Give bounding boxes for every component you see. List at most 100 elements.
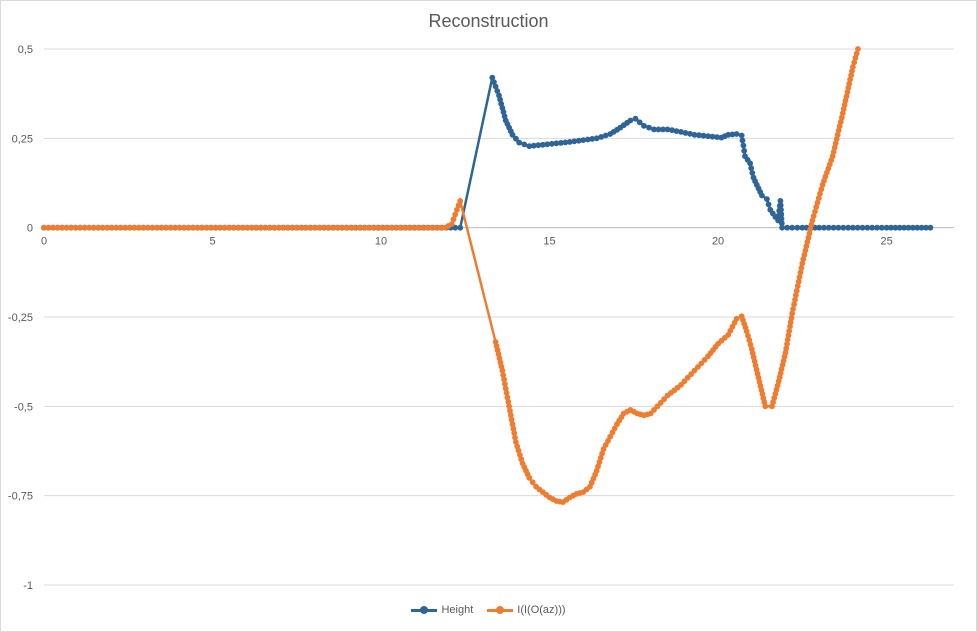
data-point: [454, 206, 460, 213]
data-point: [535, 142, 542, 149]
data-point: [810, 213, 817, 220]
data-point: [651, 407, 657, 413]
data-point: [813, 204, 820, 211]
data-point: [122, 224, 128, 231]
data-point: [492, 83, 499, 90]
x-tick-label: 0: [41, 236, 47, 248]
data-point: [239, 224, 246, 231]
y-tick-label: 0,5: [18, 44, 33, 56]
x-tick-labels: 0 5 10 15 20 25: [41, 236, 893, 248]
data-point: [864, 224, 871, 231]
data-point: [539, 141, 546, 148]
data-point: [216, 224, 223, 231]
y-tick-label: -1: [23, 580, 33, 592]
y-tick-label: -0,75: [8, 491, 33, 503]
data-point: [511, 430, 518, 436]
data-point: [392, 224, 399, 231]
data-point: [526, 143, 533, 150]
data-point: [383, 224, 390, 231]
data-point: [852, 55, 859, 61]
data-point: [840, 224, 847, 231]
data-point: [104, 224, 110, 231]
data-point: [705, 133, 711, 140]
data-point: [678, 382, 684, 388]
data-point: [370, 224, 376, 231]
data-point: [59, 224, 65, 231]
data-point: [149, 224, 156, 231]
data-point: [81, 224, 88, 231]
data-point: [796, 274, 803, 280]
data-point: [632, 115, 639, 122]
data-point: [818, 186, 825, 193]
data-point: [664, 126, 671, 133]
data-point: [749, 170, 756, 176]
data-point: [176, 224, 183, 231]
x-tick-label: 15: [543, 236, 555, 248]
data-point: [266, 224, 273, 231]
data-point: [896, 224, 903, 231]
data-point: [457, 198, 464, 204]
data-point: [189, 224, 196, 231]
data-point: [140, 224, 147, 231]
marker-dot-icon: [420, 606, 429, 614]
data-point: [329, 224, 336, 231]
data-point: [846, 80, 853, 87]
data-point: [851, 59, 858, 66]
data-point: [544, 141, 551, 148]
data-point: [821, 224, 827, 231]
data-point: [302, 224, 309, 231]
data-point: [741, 147, 748, 154]
legend-item-iioaz: I(I(O(az))): [487, 604, 566, 616]
data-point: [491, 79, 497, 85]
data-point: [782, 349, 789, 356]
series-line: [44, 76, 931, 229]
data-point: [892, 224, 899, 231]
data-point: [714, 134, 720, 141]
data-point: [759, 192, 765, 199]
data-point: [99, 224, 106, 231]
data-point: [815, 195, 822, 202]
data-point: [918, 224, 925, 231]
data-point: [180, 224, 187, 231]
data-point: [298, 224, 304, 231]
data-point: [778, 206, 784, 213]
data-point: [636, 119, 643, 126]
y-tick-labels: 0,5 0,25 0 -0,25 -0,5 -0,75 -1: [8, 44, 33, 592]
data-point: [510, 425, 517, 432]
data-point: [785, 332, 792, 339]
data-point: [388, 224, 394, 231]
data-point: [452, 211, 459, 218]
data-point: [814, 199, 821, 206]
data-point: [113, 224, 119, 231]
data-point: [765, 201, 772, 208]
data-point: [437, 224, 444, 231]
data-point: [571, 138, 578, 145]
data-point: [424, 224, 430, 231]
data-point: [505, 399, 512, 405]
data-point: [508, 416, 515, 423]
data-point: [797, 269, 804, 276]
data-point: [854, 224, 861, 231]
data-point: [791, 301, 797, 308]
data-point: [513, 135, 519, 142]
data-point: [777, 202, 784, 209]
data-point: [41, 224, 47, 231]
y-tick-label: -0,5: [14, 401, 33, 413]
data-point: [733, 131, 740, 137]
data-point: [651, 126, 657, 133]
data-point: [158, 224, 165, 231]
data-point: [788, 314, 795, 321]
data-point: [450, 216, 457, 223]
data-point: [794, 224, 801, 231]
y-tick-label: 0: [27, 223, 33, 235]
data-point: [660, 126, 666, 133]
data-point: [501, 376, 507, 383]
data-point: [507, 407, 513, 414]
data-point: [509, 421, 516, 428]
data-point: [812, 208, 818, 215]
data-point: [338, 224, 345, 231]
data-point: [784, 336, 791, 343]
series-group: [41, 46, 934, 505]
data-point: [415, 224, 421, 231]
